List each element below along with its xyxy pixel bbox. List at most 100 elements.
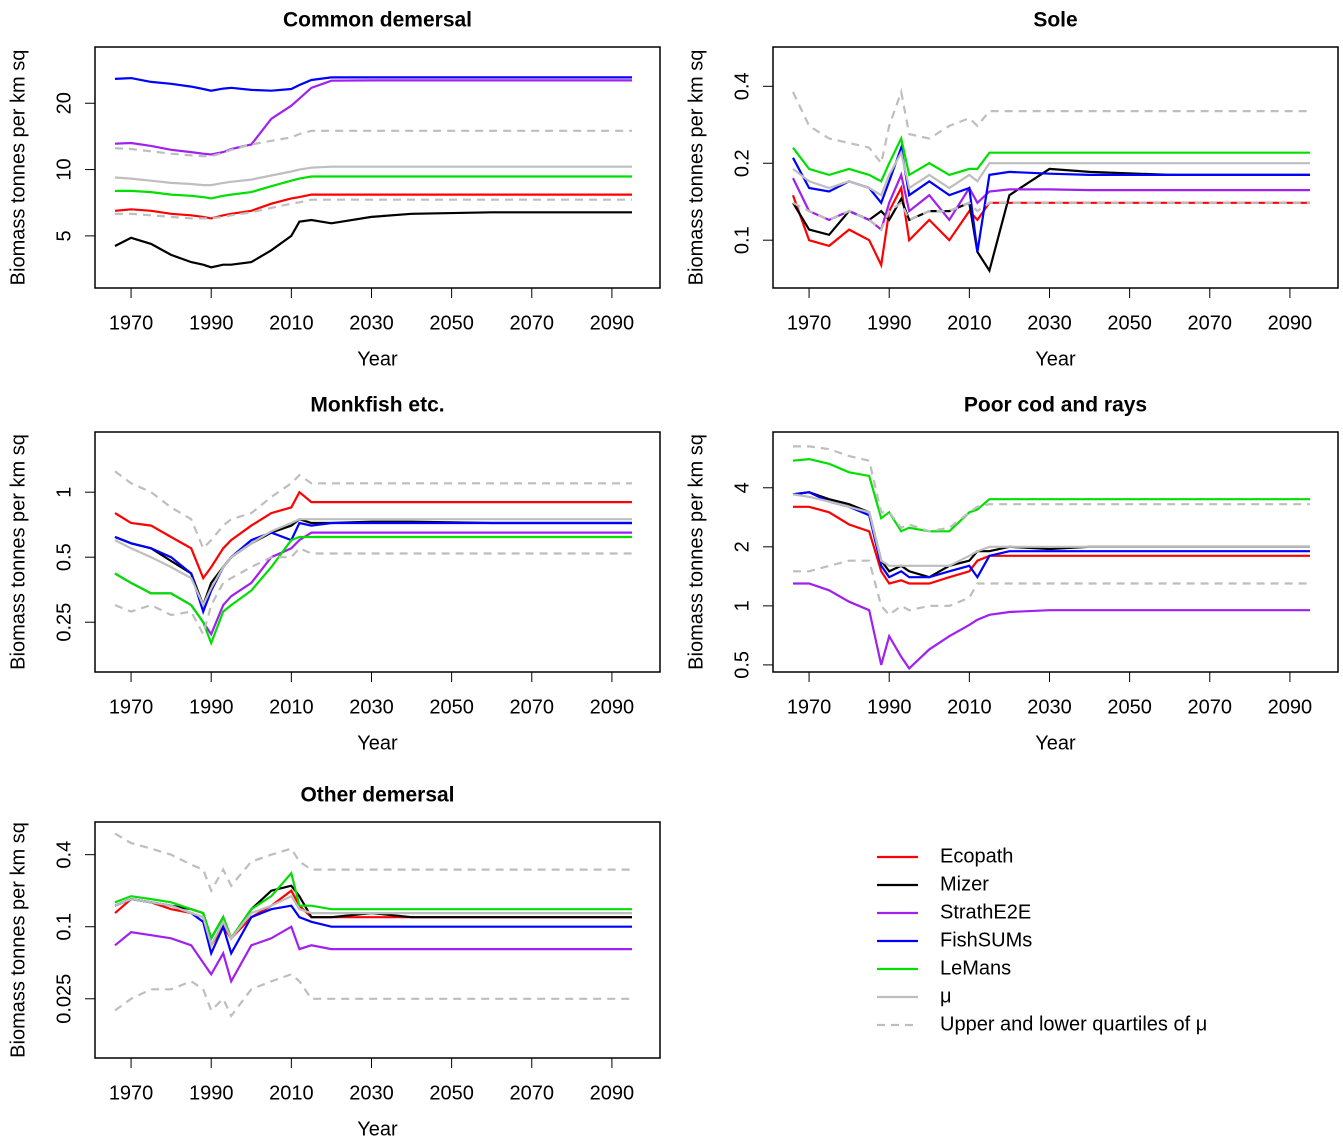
series-line <box>792 87 1310 166</box>
series-line <box>114 470 632 551</box>
x-tick-label: 1990 <box>189 696 234 718</box>
legend-label: Mizer <box>940 873 989 895</box>
x-tick-label: 1970 <box>109 696 154 718</box>
series-line <box>114 490 632 581</box>
series-line <box>114 546 632 638</box>
x-tick-label: 2090 <box>1268 312 1313 334</box>
y-tick-label: 20 <box>53 92 75 114</box>
y-tick-label: 0.4 <box>53 841 75 869</box>
x-tick-label: 1990 <box>867 696 912 718</box>
x-tick-label: 2090 <box>590 312 635 334</box>
series-line <box>114 76 632 92</box>
x-tick-label: 2070 <box>510 1082 555 1104</box>
y-tick-label: 0.1 <box>731 226 753 254</box>
series-line <box>114 193 632 220</box>
x-tick-label: 1970 <box>109 312 154 334</box>
panel-title: Other demersal <box>300 784 454 807</box>
y-tick-label: 0.2 <box>731 149 753 177</box>
x-tick-label: 2090 <box>590 696 635 718</box>
panel-title: Common demersal <box>283 9 472 32</box>
x-tick-label: 1970 <box>787 312 832 334</box>
x-tick-label: 2010 <box>947 312 992 334</box>
y-axis-label: Biomass tonnes per km sq <box>7 434 29 670</box>
series-line <box>793 582 1310 671</box>
legend-label: Upper and lower quartiles of μ <box>940 1013 1207 1035</box>
series-line <box>114 129 632 158</box>
x-tick-label: 2030 <box>349 1082 394 1104</box>
series-line <box>114 894 632 949</box>
series-line <box>114 925 632 985</box>
x-tick-label: 2030 <box>1027 312 1072 334</box>
x-tick-label: 2030 <box>349 696 394 718</box>
y-tick-label: 2 <box>731 541 753 552</box>
y-tick-label: 1 <box>731 600 753 611</box>
x-tick-label: 2010 <box>269 312 314 334</box>
legend-label: μ <box>940 985 952 1007</box>
series-line <box>115 175 632 200</box>
x-tick-label: 1970 <box>787 696 832 718</box>
series-line <box>114 832 632 894</box>
y-axis-label: Biomass tonnes per km sq <box>7 822 29 1058</box>
legend-label: Ecopath <box>940 845 1013 867</box>
x-tick-label: 2010 <box>269 696 314 718</box>
legend-label: StrathE2E <box>940 901 1031 923</box>
x-axis-label: Year <box>1035 348 1076 370</box>
plot-frame <box>94 46 661 289</box>
x-tick-label: 1990 <box>867 312 912 334</box>
y-tick-label: 4 <box>731 482 753 493</box>
x-tick-label: 2070 <box>510 312 555 334</box>
x-tick-label: 2050 <box>429 696 474 718</box>
series-line <box>793 505 1310 585</box>
x-tick-label: 2090 <box>590 1082 635 1104</box>
plot-frame <box>94 821 661 1059</box>
x-axis-label: Year <box>357 1118 398 1140</box>
x-tick-label: 2070 <box>1188 696 1233 718</box>
y-axis-label: Biomass tonnes per km sq <box>685 434 707 670</box>
x-tick-label: 1990 <box>189 312 234 334</box>
x-tick-label: 2050 <box>1107 696 1152 718</box>
x-tick-label: 1970 <box>109 1082 154 1104</box>
x-tick-label: 2050 <box>429 312 474 334</box>
series-line <box>792 493 1310 567</box>
plot-frame <box>94 431 661 673</box>
panel-title: Monkfish etc. <box>310 394 444 417</box>
series-line <box>793 445 1310 533</box>
plot-frame <box>772 431 1339 673</box>
x-tick-label: 2070 <box>1188 312 1233 334</box>
series-line <box>792 201 1310 232</box>
x-axis-label: Year <box>1035 732 1076 754</box>
series-line <box>114 79 632 156</box>
y-tick-label: 10 <box>53 158 75 180</box>
x-tick-label: 1990 <box>189 1082 234 1104</box>
series-line <box>792 135 1310 183</box>
x-tick-label: 2030 <box>1027 696 1072 718</box>
panel-title: Sole <box>1033 9 1077 32</box>
y-axis-label: Biomass tonnes per km sq <box>7 50 29 286</box>
series-line <box>114 897 632 957</box>
x-axis-label: Year <box>357 348 398 370</box>
y-tick-label: 0.5 <box>731 651 753 679</box>
legend-label: LeMans <box>940 957 1011 979</box>
y-tick-label: 1 <box>53 487 75 498</box>
y-axis-label: Biomass tonnes per km sq <box>685 50 707 286</box>
series-line <box>791 184 1310 269</box>
legend-label: FishSUMs <box>940 929 1032 951</box>
series-line <box>114 870 632 942</box>
series-line <box>115 198 632 220</box>
series-line <box>114 518 632 608</box>
y-tick-label: 0.5 <box>53 543 75 571</box>
x-tick-label: 2090 <box>1268 696 1313 718</box>
series-line <box>793 559 1310 617</box>
x-tick-label: 2010 <box>947 696 992 718</box>
series-line <box>114 165 632 187</box>
x-tick-label: 2010 <box>269 1082 314 1104</box>
y-tick-label: 0.1 <box>53 913 75 941</box>
plot-frame <box>772 46 1339 289</box>
y-tick-label: 5 <box>53 230 75 241</box>
y-tick-label: 0.25 <box>53 603 75 642</box>
series-line <box>114 211 632 269</box>
x-axis-label: Year <box>357 732 398 754</box>
x-tick-label: 2050 <box>1107 312 1152 334</box>
series-line <box>114 973 632 1019</box>
